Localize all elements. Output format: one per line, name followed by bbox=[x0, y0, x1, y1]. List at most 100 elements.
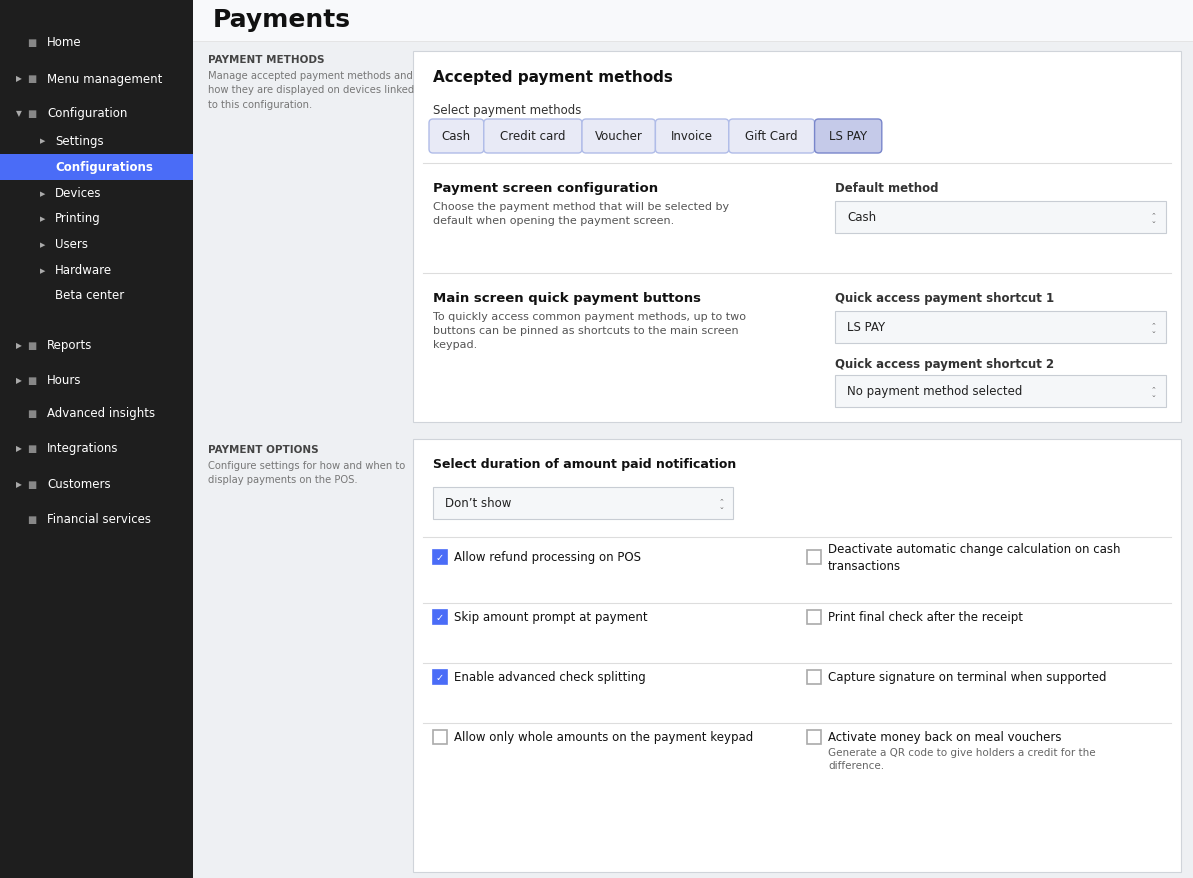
Text: ▶: ▶ bbox=[41, 191, 45, 197]
Text: Skip amount prompt at payment: Skip amount prompt at payment bbox=[455, 611, 648, 623]
FancyBboxPatch shape bbox=[815, 120, 882, 154]
Text: Reports: Reports bbox=[47, 339, 92, 352]
Text: Users: Users bbox=[55, 238, 88, 251]
Text: ▶: ▶ bbox=[41, 216, 45, 222]
Text: ▼: ▼ bbox=[16, 110, 21, 119]
Bar bbox=[433, 610, 447, 624]
Text: Hours: Hours bbox=[47, 374, 81, 387]
Text: Hardware: Hardware bbox=[55, 264, 112, 277]
Text: ▶: ▶ bbox=[16, 342, 21, 350]
Text: ■: ■ bbox=[27, 376, 37, 385]
Text: Home: Home bbox=[47, 37, 81, 49]
Text: ✓: ✓ bbox=[435, 552, 444, 563]
Text: Printing: Printing bbox=[55, 212, 100, 226]
FancyBboxPatch shape bbox=[429, 120, 484, 154]
Bar bbox=[193, 0, 1193, 42]
Text: Capture signature on terminal when supported: Capture signature on terminal when suppo… bbox=[828, 671, 1106, 684]
Text: ■: ■ bbox=[27, 443, 37, 453]
Text: Beta center: Beta center bbox=[55, 289, 124, 302]
Text: Configuration: Configuration bbox=[47, 107, 128, 120]
Text: Customers: Customers bbox=[47, 478, 111, 491]
Text: Allow refund processing on POS: Allow refund processing on POS bbox=[455, 551, 641, 564]
Bar bbox=[806, 551, 821, 565]
Text: Devices: Devices bbox=[55, 187, 101, 200]
Text: Select payment methods: Select payment methods bbox=[433, 104, 581, 117]
Text: Manage accepted payment methods and
how they are displayed on devices linked
to : Manage accepted payment methods and how … bbox=[208, 71, 414, 110]
Text: ■: ■ bbox=[27, 38, 37, 48]
Text: PAYMENT OPTIONS: PAYMENT OPTIONS bbox=[208, 444, 319, 455]
Text: ■: ■ bbox=[27, 341, 37, 350]
Text: ■: ■ bbox=[27, 479, 37, 489]
FancyBboxPatch shape bbox=[582, 120, 655, 154]
Text: LS PAY: LS PAY bbox=[829, 130, 867, 143]
Text: Configurations: Configurations bbox=[55, 162, 153, 175]
Bar bbox=[433, 670, 447, 684]
Text: Quick access payment shortcut 2: Quick access payment shortcut 2 bbox=[835, 357, 1055, 371]
Text: Payment screen configuration: Payment screen configuration bbox=[433, 182, 659, 195]
Text: Financial services: Financial services bbox=[47, 513, 152, 526]
Text: ⌃
⌄: ⌃ ⌄ bbox=[1151, 322, 1157, 334]
Bar bbox=[0, 155, 193, 181]
Text: Cash: Cash bbox=[441, 130, 471, 143]
Text: Gift Card: Gift Card bbox=[746, 130, 798, 143]
Text: ▶: ▶ bbox=[16, 444, 21, 453]
Bar bbox=[806, 730, 821, 745]
Text: Accepted payment methods: Accepted payment methods bbox=[433, 70, 673, 85]
Text: ▶: ▶ bbox=[41, 241, 45, 248]
FancyBboxPatch shape bbox=[729, 120, 815, 154]
Text: Don’t show: Don’t show bbox=[445, 497, 512, 510]
Text: Default method: Default method bbox=[835, 182, 939, 195]
Bar bbox=[433, 730, 447, 745]
Text: ▶: ▶ bbox=[16, 376, 21, 385]
Text: ▶: ▶ bbox=[16, 480, 21, 489]
Text: To quickly access common payment methods, up to two
buttons can be pinned as sho: To quickly access common payment methods… bbox=[433, 312, 746, 349]
FancyBboxPatch shape bbox=[655, 120, 729, 154]
Text: Generate a QR code to give holders a credit for the
difference.: Generate a QR code to give holders a cre… bbox=[828, 747, 1095, 770]
Text: Quick access payment shortcut 1: Quick access payment shortcut 1 bbox=[835, 291, 1055, 305]
Text: ✓: ✓ bbox=[435, 673, 444, 682]
Text: ✓: ✓ bbox=[435, 612, 444, 623]
Text: Activate money back on meal vouchers: Activate money back on meal vouchers bbox=[828, 730, 1062, 744]
Text: Credit card: Credit card bbox=[500, 130, 565, 143]
Text: ■: ■ bbox=[27, 109, 37, 119]
Text: Enable advanced check splitting: Enable advanced check splitting bbox=[455, 671, 645, 684]
Text: ■: ■ bbox=[27, 74, 37, 84]
Text: Allow only whole amounts on the payment keypad: Allow only whole amounts on the payment … bbox=[455, 730, 753, 744]
Text: Main screen quick payment buttons: Main screen quick payment buttons bbox=[433, 291, 701, 305]
Text: ⌃
⌄: ⌃ ⌄ bbox=[1151, 212, 1157, 224]
Bar bbox=[835, 312, 1166, 343]
Text: Cash: Cash bbox=[847, 212, 877, 224]
Text: ■: ■ bbox=[27, 408, 37, 419]
Text: Print final check after the receipt: Print final check after the receipt bbox=[828, 611, 1024, 623]
Text: ⌃
⌄: ⌃ ⌄ bbox=[718, 498, 724, 509]
Text: ▶: ▶ bbox=[41, 268, 45, 274]
Text: LS PAY: LS PAY bbox=[847, 321, 885, 335]
Text: Payments: Payments bbox=[214, 8, 351, 32]
Text: Configure settings for how and when to
display payments on the POS.: Configure settings for how and when to d… bbox=[208, 460, 406, 485]
Text: No payment method selected: No payment method selected bbox=[847, 385, 1022, 398]
Bar bbox=[835, 376, 1166, 407]
Bar bbox=[413, 440, 1181, 872]
Text: Invoice: Invoice bbox=[672, 130, 713, 143]
Text: ■: ■ bbox=[27, 515, 37, 524]
Bar bbox=[0, 0, 193, 878]
Bar bbox=[413, 52, 1181, 422]
Text: Advanced insights: Advanced insights bbox=[47, 407, 155, 420]
Bar bbox=[806, 610, 821, 624]
Text: ▶: ▶ bbox=[41, 138, 45, 144]
Text: Integrations: Integrations bbox=[47, 442, 118, 455]
Bar bbox=[835, 202, 1166, 234]
Text: Voucher: Voucher bbox=[595, 130, 643, 143]
Text: PAYMENT METHODS: PAYMENT METHODS bbox=[208, 55, 324, 65]
Text: Deactivate automatic change calculation on cash
transactions: Deactivate automatic change calculation … bbox=[828, 542, 1120, 572]
Text: Choose the payment method that will be selected by
default when opening the paym: Choose the payment method that will be s… bbox=[433, 202, 729, 226]
Text: ⌃
⌄: ⌃ ⌄ bbox=[1151, 385, 1157, 398]
Bar bbox=[433, 551, 447, 565]
Text: Settings: Settings bbox=[55, 134, 104, 148]
Text: ▶: ▶ bbox=[16, 75, 21, 83]
FancyBboxPatch shape bbox=[484, 120, 582, 154]
Bar bbox=[806, 670, 821, 684]
Bar bbox=[433, 487, 733, 520]
Text: Select duration of amount paid notification: Select duration of amount paid notificat… bbox=[433, 457, 736, 471]
Text: Menu management: Menu management bbox=[47, 72, 162, 85]
